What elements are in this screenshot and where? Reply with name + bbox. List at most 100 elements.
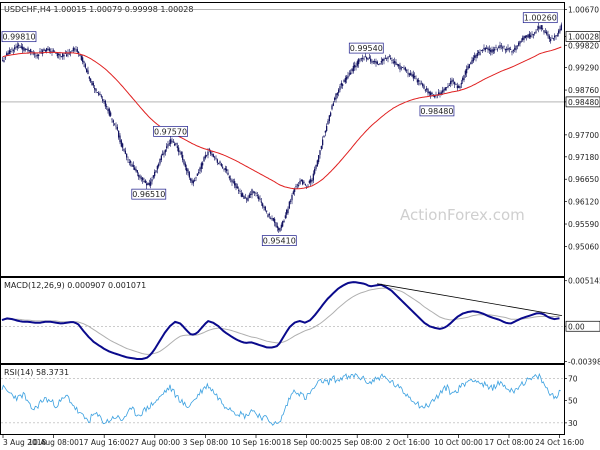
candle-body <box>42 50 44 54</box>
candle-body <box>548 35 550 40</box>
candle-body <box>186 167 188 172</box>
candle-body <box>528 33 530 38</box>
candle-body <box>524 35 526 39</box>
candle-body <box>210 151 212 154</box>
candle-body <box>434 95 436 98</box>
candle-body <box>338 89 340 93</box>
candle-body <box>84 64 86 68</box>
candle-body <box>378 64 380 66</box>
candle-body <box>286 209 288 215</box>
macd-line <box>1 281 560 360</box>
candle-body <box>556 34 558 36</box>
candle-body <box>295 186 297 188</box>
candle-body <box>91 80 93 86</box>
candle-body <box>232 181 234 183</box>
price-annotation: 0.98480 <box>420 107 453 116</box>
candle-body <box>351 69 353 72</box>
candle-body <box>439 92 441 94</box>
candle-body <box>171 140 173 142</box>
candle-body <box>242 193 244 197</box>
candle-body <box>26 48 28 50</box>
candle-body <box>259 198 261 200</box>
candle-body <box>424 89 426 91</box>
candle-body <box>56 53 58 57</box>
rsi-title: RSI(14) 58.3731 <box>4 368 69 377</box>
candle-body <box>554 35 556 38</box>
candle-body <box>23 47 25 52</box>
candle-body <box>463 75 465 80</box>
price-axis-tick-label: 0.95590 <box>568 220 599 229</box>
candle-body <box>394 60 396 64</box>
candle-body <box>127 159 129 161</box>
candle-body <box>172 141 174 143</box>
candle-body <box>274 218 276 223</box>
candle-body <box>142 177 144 181</box>
macd-panel-frame <box>0 277 565 364</box>
candle-body <box>27 48 29 52</box>
candle-body <box>87 70 89 75</box>
candle-body <box>138 175 140 177</box>
candle-body <box>559 28 561 32</box>
candle-body <box>176 146 178 148</box>
candle-body <box>166 146 168 149</box>
candle-body <box>383 58 385 61</box>
candle-body <box>392 61 394 63</box>
price-axis-tick-label: 1.00028 <box>568 32 599 41</box>
candle-body <box>374 61 376 63</box>
candle-body <box>414 75 416 78</box>
main-panel-frame <box>0 2 565 277</box>
candle-body <box>59 54 61 57</box>
candle-body <box>2 60 4 62</box>
candle-body <box>271 218 273 220</box>
candle-body <box>543 30 545 33</box>
candle-body <box>522 37 524 41</box>
candle-body <box>382 58 384 62</box>
candle-body <box>174 143 176 146</box>
candle-body <box>67 52 69 55</box>
candle-body <box>540 25 542 29</box>
candle-body <box>260 201 262 203</box>
candle-body <box>334 98 336 100</box>
candle-body <box>468 64 470 68</box>
candle-body <box>184 163 186 167</box>
candle-body <box>536 29 538 31</box>
candle-body <box>360 58 362 60</box>
candle-body <box>480 50 482 52</box>
candle-body <box>388 56 390 58</box>
candle-body <box>359 59 361 61</box>
candle-body <box>419 83 421 85</box>
price-axis-highlight-box <box>565 31 600 42</box>
candle-body <box>144 180 146 183</box>
candle-body <box>304 183 306 185</box>
candle-body <box>456 85 458 89</box>
candle-body <box>280 224 282 228</box>
candle-body <box>370 58 372 62</box>
candle-body <box>3 60 5 62</box>
candle-body <box>262 203 264 207</box>
candle-body <box>510 49 512 50</box>
candle-body <box>299 180 301 184</box>
candle-body <box>148 183 150 185</box>
candle-body <box>363 58 365 60</box>
x-axis-label: 18 Sep 00:00 <box>282 438 332 447</box>
candle-body <box>208 149 210 150</box>
candle-body <box>491 49 493 53</box>
candle-body <box>386 57 388 59</box>
candle-body <box>291 194 293 201</box>
candle-body <box>340 82 342 86</box>
rsi-line <box>1 372 561 426</box>
price-annotation-box <box>348 42 384 54</box>
candle-body <box>96 92 98 93</box>
candle-body <box>258 196 260 200</box>
price-annotation-box <box>153 125 188 137</box>
candle-body <box>266 210 268 212</box>
candle-body <box>454 81 456 85</box>
candle-body <box>263 206 265 208</box>
candle-body <box>114 123 116 125</box>
candle-body <box>535 31 537 33</box>
candle-body <box>204 155 206 159</box>
candle-body <box>218 163 220 164</box>
candle-body <box>128 162 130 163</box>
candle-body <box>547 34 549 37</box>
